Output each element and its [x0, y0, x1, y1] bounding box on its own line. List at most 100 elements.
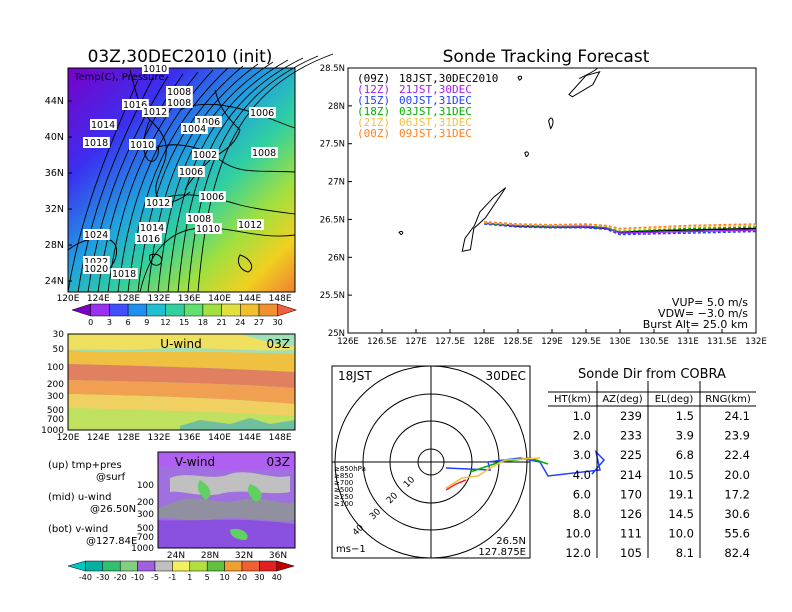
lat-tick-label: 28N [45, 240, 64, 251]
coastline [143, 119, 159, 162]
isobar [187, 55, 319, 293]
colorbar-swatch [109, 303, 129, 317]
colorbar-swatch [258, 303, 278, 317]
lat-tick-label: 24N [45, 276, 64, 287]
colorbar-swatch [172, 560, 191, 572]
colorbar-tick-label: 6 [126, 318, 131, 327]
colorbar-tick-label: 40 [272, 573, 282, 582]
colorbar-tick-label: 0 [88, 318, 93, 327]
isobar-label: 1016 [136, 234, 160, 245]
colorbar-swatch [277, 303, 298, 317]
colorbar-tick-label: -1 [168, 573, 176, 582]
table-cell: 20.0 [724, 468, 750, 482]
lon-tick-label: 128E [473, 337, 495, 347]
table-header: HT(km) [554, 394, 591, 405]
pressure-legend-item: ≥850 [334, 472, 353, 480]
isobar-label: 1012 [146, 198, 170, 209]
coastline [237, 254, 253, 273]
coastline [67, 237, 117, 271]
isobar [127, 67, 229, 293]
isobar [67, 79, 139, 293]
track-series [483, 220, 757, 230]
lon-tick-label: 130E [609, 337, 631, 347]
lon-tick-label: 128E [117, 294, 140, 304]
lat-tick-label: 26.5N [320, 215, 345, 225]
lon-tick-label: 126E [337, 337, 359, 347]
param-vdw: VDW= −3.0 m/s [658, 307, 748, 320]
table-cell: 105 [620, 546, 642, 560]
p-tick-label: 200 [47, 380, 64, 390]
isobar-label: 1022 [84, 257, 108, 268]
colorbar-tick-label: 20 [237, 573, 247, 582]
p-tick-label: 50 [53, 345, 65, 355]
polar-lon: 127.875E [478, 547, 526, 558]
colorbar-tick-label: 27 [254, 318, 264, 327]
p-tick-label: 500 [47, 406, 64, 416]
colorbar-tick-label: 5 [205, 573, 210, 582]
isobar-label-bg [83, 137, 110, 148]
lon-tick-label: 124E [87, 294, 110, 304]
lon-tick-label: 144E [238, 433, 261, 443]
legend-code: (12Z) [357, 83, 390, 96]
note-bot: (bot) v-wind [48, 524, 108, 535]
table-cell: 2.0 [573, 429, 591, 443]
isobar-label-bg [83, 256, 110, 267]
colorbar-tick-label: 21 [217, 318, 227, 327]
pressure-legend: ≥850hPa≥850≥700≥500≥250≥100 [334, 465, 366, 508]
p-tick-label: 30 [53, 330, 65, 340]
colorbar-tick-label: -10 [131, 573, 144, 582]
temp-panel-label: Temp(C), Pressure [73, 72, 165, 83]
p-tick-label: 700 [47, 415, 64, 425]
colorbar-tick-label: 1 [187, 573, 192, 582]
note-bot-level: @127.84E [86, 536, 137, 547]
lat-tick-label: 26N [328, 253, 345, 263]
table-cell: 225 [620, 448, 642, 462]
colorbar-swatch [146, 303, 166, 317]
isobar-label-bg [90, 119, 117, 130]
table-cell: 239 [620, 409, 642, 423]
island [548, 117, 554, 130]
lat-tick-label: 24N [167, 551, 185, 561]
isobar-label: 1010 [196, 224, 220, 235]
table-cell: 3.9 [676, 429, 694, 443]
colorbar-swatch [241, 560, 260, 572]
pressure-legend-item: ≥250 [334, 493, 353, 501]
lon-tick-label: 124E [87, 433, 110, 443]
island [568, 70, 601, 98]
lon-tick-label: 131.5E [707, 337, 737, 347]
isobar-label-bg [251, 147, 278, 158]
colorbar-tick-label: 10 [220, 573, 230, 582]
colorbar-swatch [119, 560, 138, 572]
p-tick-label: 200 [137, 498, 154, 508]
table-cell: 170 [620, 487, 642, 501]
note-mid-level: @26.50N [90, 504, 136, 515]
isobar-label-bg [145, 197, 172, 208]
lon-tick-label: 127.5E [435, 337, 465, 347]
isobar-label-bg [135, 233, 162, 244]
lon-tick-label: 148E [269, 433, 292, 443]
legend-time: 06JST,31DEC [399, 116, 472, 129]
table-grid [548, 381, 756, 558]
lon-tick-label: 126.5E [367, 337, 397, 347]
lat-tick-label: 44N [45, 96, 64, 107]
isobar-label: 1004 [182, 124, 206, 135]
isobar-label: 1006 [250, 108, 274, 119]
colorbar-tick-label: 18 [198, 318, 208, 327]
colorbar-tick-label: 24 [235, 318, 245, 327]
lon-tick-label: 129.5E [571, 337, 601, 347]
isobar [149, 144, 296, 173]
track-coastlines [398, 67, 601, 252]
isobar-label: 1016 [123, 100, 147, 111]
sonde-table: Sonde Dir from COBRA HT(km) AZ(deg) EL(deg… [548, 367, 756, 560]
colorbar-swatch [240, 303, 260, 317]
lon-tick-label: 120E [57, 294, 80, 304]
p-tick-label: 300 [137, 510, 154, 520]
colorbar-tick-label: -20 [114, 573, 127, 582]
colorbar-swatch [189, 560, 208, 572]
isobar-label-bg [129, 139, 156, 150]
legend-code: (09Z) [357, 72, 390, 85]
